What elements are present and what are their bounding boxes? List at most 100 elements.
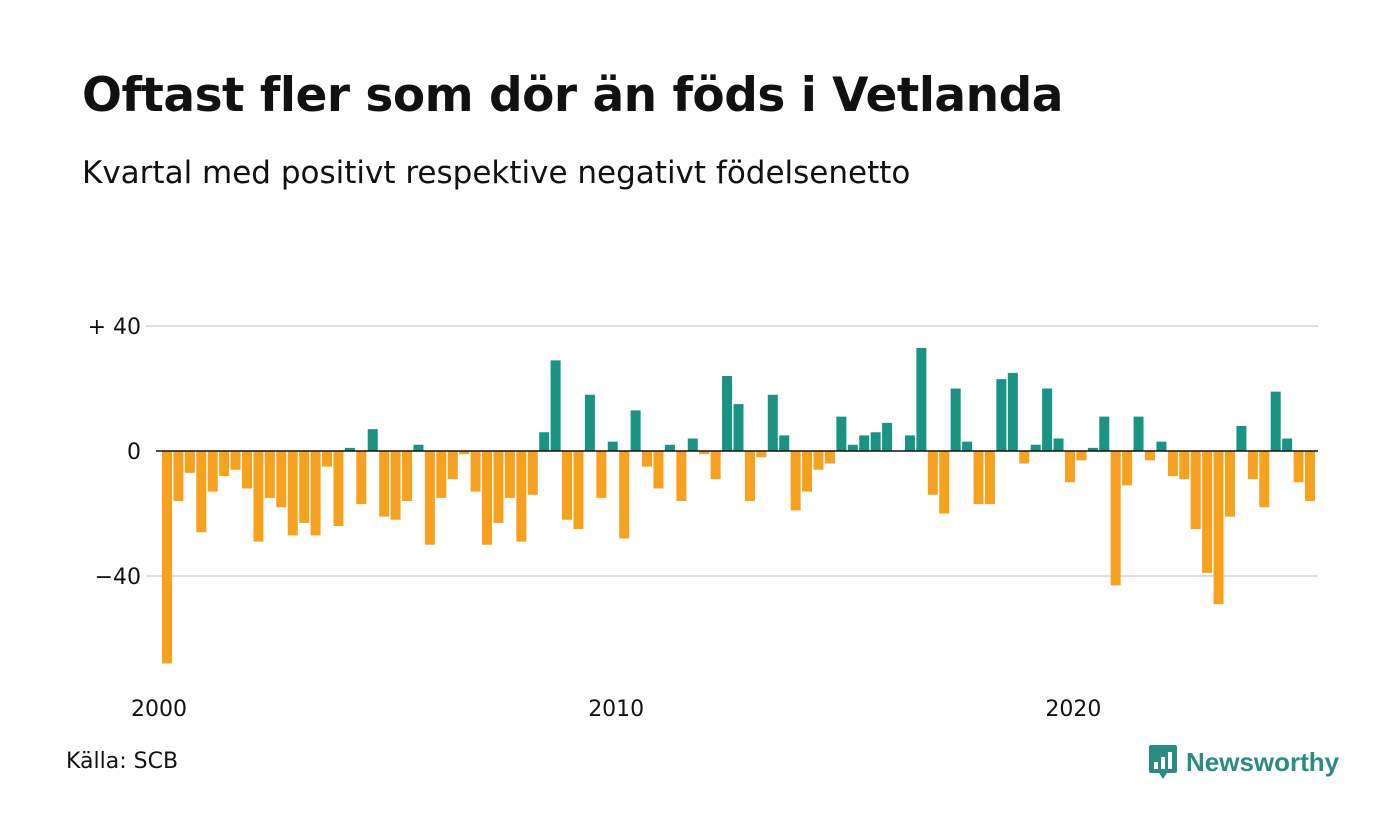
- bar: [1122, 451, 1133, 486]
- bar: [504, 451, 515, 498]
- bar: [322, 451, 333, 467]
- bar: [1282, 438, 1293, 451]
- chart-title: Oftast fler som dör än föds i Vetlanda: [82, 68, 1063, 123]
- bar: [173, 451, 184, 501]
- bar: [779, 435, 790, 452]
- bar: [402, 451, 413, 501]
- y-tick-label: −40: [95, 565, 141, 590]
- chart-subtitle: Kvartal med positivt respektive negativt…: [82, 155, 911, 191]
- bar: [1213, 451, 1224, 605]
- bar: [436, 451, 447, 498]
- bar: [996, 379, 1007, 452]
- bar: [219, 451, 230, 476]
- bar: [459, 451, 470, 455]
- bar: [162, 451, 172, 664]
- bar: [184, 451, 195, 473]
- bar: [287, 451, 298, 536]
- bar: [950, 388, 961, 451]
- bar: [767, 394, 778, 451]
- newsworthy-logo: Newsworthy: [1148, 744, 1339, 780]
- bar: [299, 451, 310, 523]
- bar: [482, 451, 493, 545]
- bar: [1259, 451, 1270, 508]
- bar: [710, 451, 721, 480]
- source-note: Källa: SCB: [66, 749, 179, 774]
- bar: [699, 451, 710, 455]
- bar: [379, 451, 390, 517]
- bar: [527, 451, 538, 495]
- bar: [744, 451, 755, 501]
- bar-layer: [162, 347, 1315, 664]
- bar: [1087, 447, 1098, 452]
- bar: [356, 451, 367, 505]
- bar: [927, 451, 938, 495]
- bar: [1019, 451, 1030, 464]
- bar: [1156, 441, 1167, 452]
- bar: [904, 435, 915, 452]
- grid-layer: [146, 325, 1318, 577]
- bar: [722, 376, 733, 451]
- bar: [916, 347, 927, 452]
- bar: [207, 451, 218, 492]
- bar: [516, 451, 527, 542]
- bar: [790, 451, 801, 511]
- bar: [390, 451, 401, 520]
- bar: [344, 447, 355, 452]
- bar: [847, 444, 858, 451]
- bar: [607, 441, 618, 452]
- bar: [573, 451, 584, 530]
- bar: [596, 451, 607, 498]
- bar: [1224, 451, 1235, 517]
- bar: [664, 444, 675, 451]
- bar: [562, 451, 573, 520]
- bar: [310, 451, 321, 536]
- bar: [984, 451, 995, 505]
- bar: [973, 451, 984, 505]
- bar: [962, 441, 973, 452]
- bar: [1167, 451, 1178, 476]
- x-tick-label: 2020: [1045, 697, 1101, 722]
- bar: [733, 404, 744, 452]
- bar: [1293, 451, 1304, 483]
- bar: [939, 451, 950, 514]
- bar: [539, 432, 550, 451]
- bar: [1305, 451, 1315, 501]
- x-tick-label: 2010: [588, 697, 644, 722]
- bar: [619, 451, 630, 539]
- bar: [196, 451, 207, 533]
- bar: [550, 360, 561, 452]
- bar: [1007, 372, 1018, 452]
- bar: [836, 416, 847, 452]
- bar: [1179, 451, 1190, 480]
- bar: [1270, 391, 1281, 452]
- y-tick-label: + 40: [88, 315, 141, 340]
- bar: [1133, 416, 1144, 452]
- bar: [859, 435, 870, 452]
- bar: [1144, 451, 1155, 461]
- bar: [253, 451, 264, 542]
- bar: [1202, 451, 1213, 573]
- bar: [447, 451, 458, 480]
- bar: [756, 451, 767, 458]
- bar: [493, 451, 504, 523]
- bar: [870, 432, 881, 451]
- bar: [1053, 438, 1064, 451]
- bar: [424, 451, 435, 545]
- bar: [1099, 416, 1110, 452]
- bar-chart-speech-bubble-icon: [1149, 745, 1177, 779]
- bar: [642, 451, 653, 467]
- brand-name: Newsworthy: [1186, 746, 1340, 777]
- bar: [1064, 451, 1075, 483]
- bar: [1042, 388, 1053, 451]
- bar: [470, 451, 481, 492]
- bar: [824, 451, 835, 464]
- x-tick-label: 2000: [131, 697, 187, 722]
- bar: [584, 394, 595, 451]
- bar: [333, 451, 344, 526]
- bar: [882, 422, 893, 452]
- bar: [1247, 451, 1258, 480]
- bar: [1190, 451, 1201, 530]
- bar: [653, 451, 664, 489]
- bar: [813, 451, 824, 470]
